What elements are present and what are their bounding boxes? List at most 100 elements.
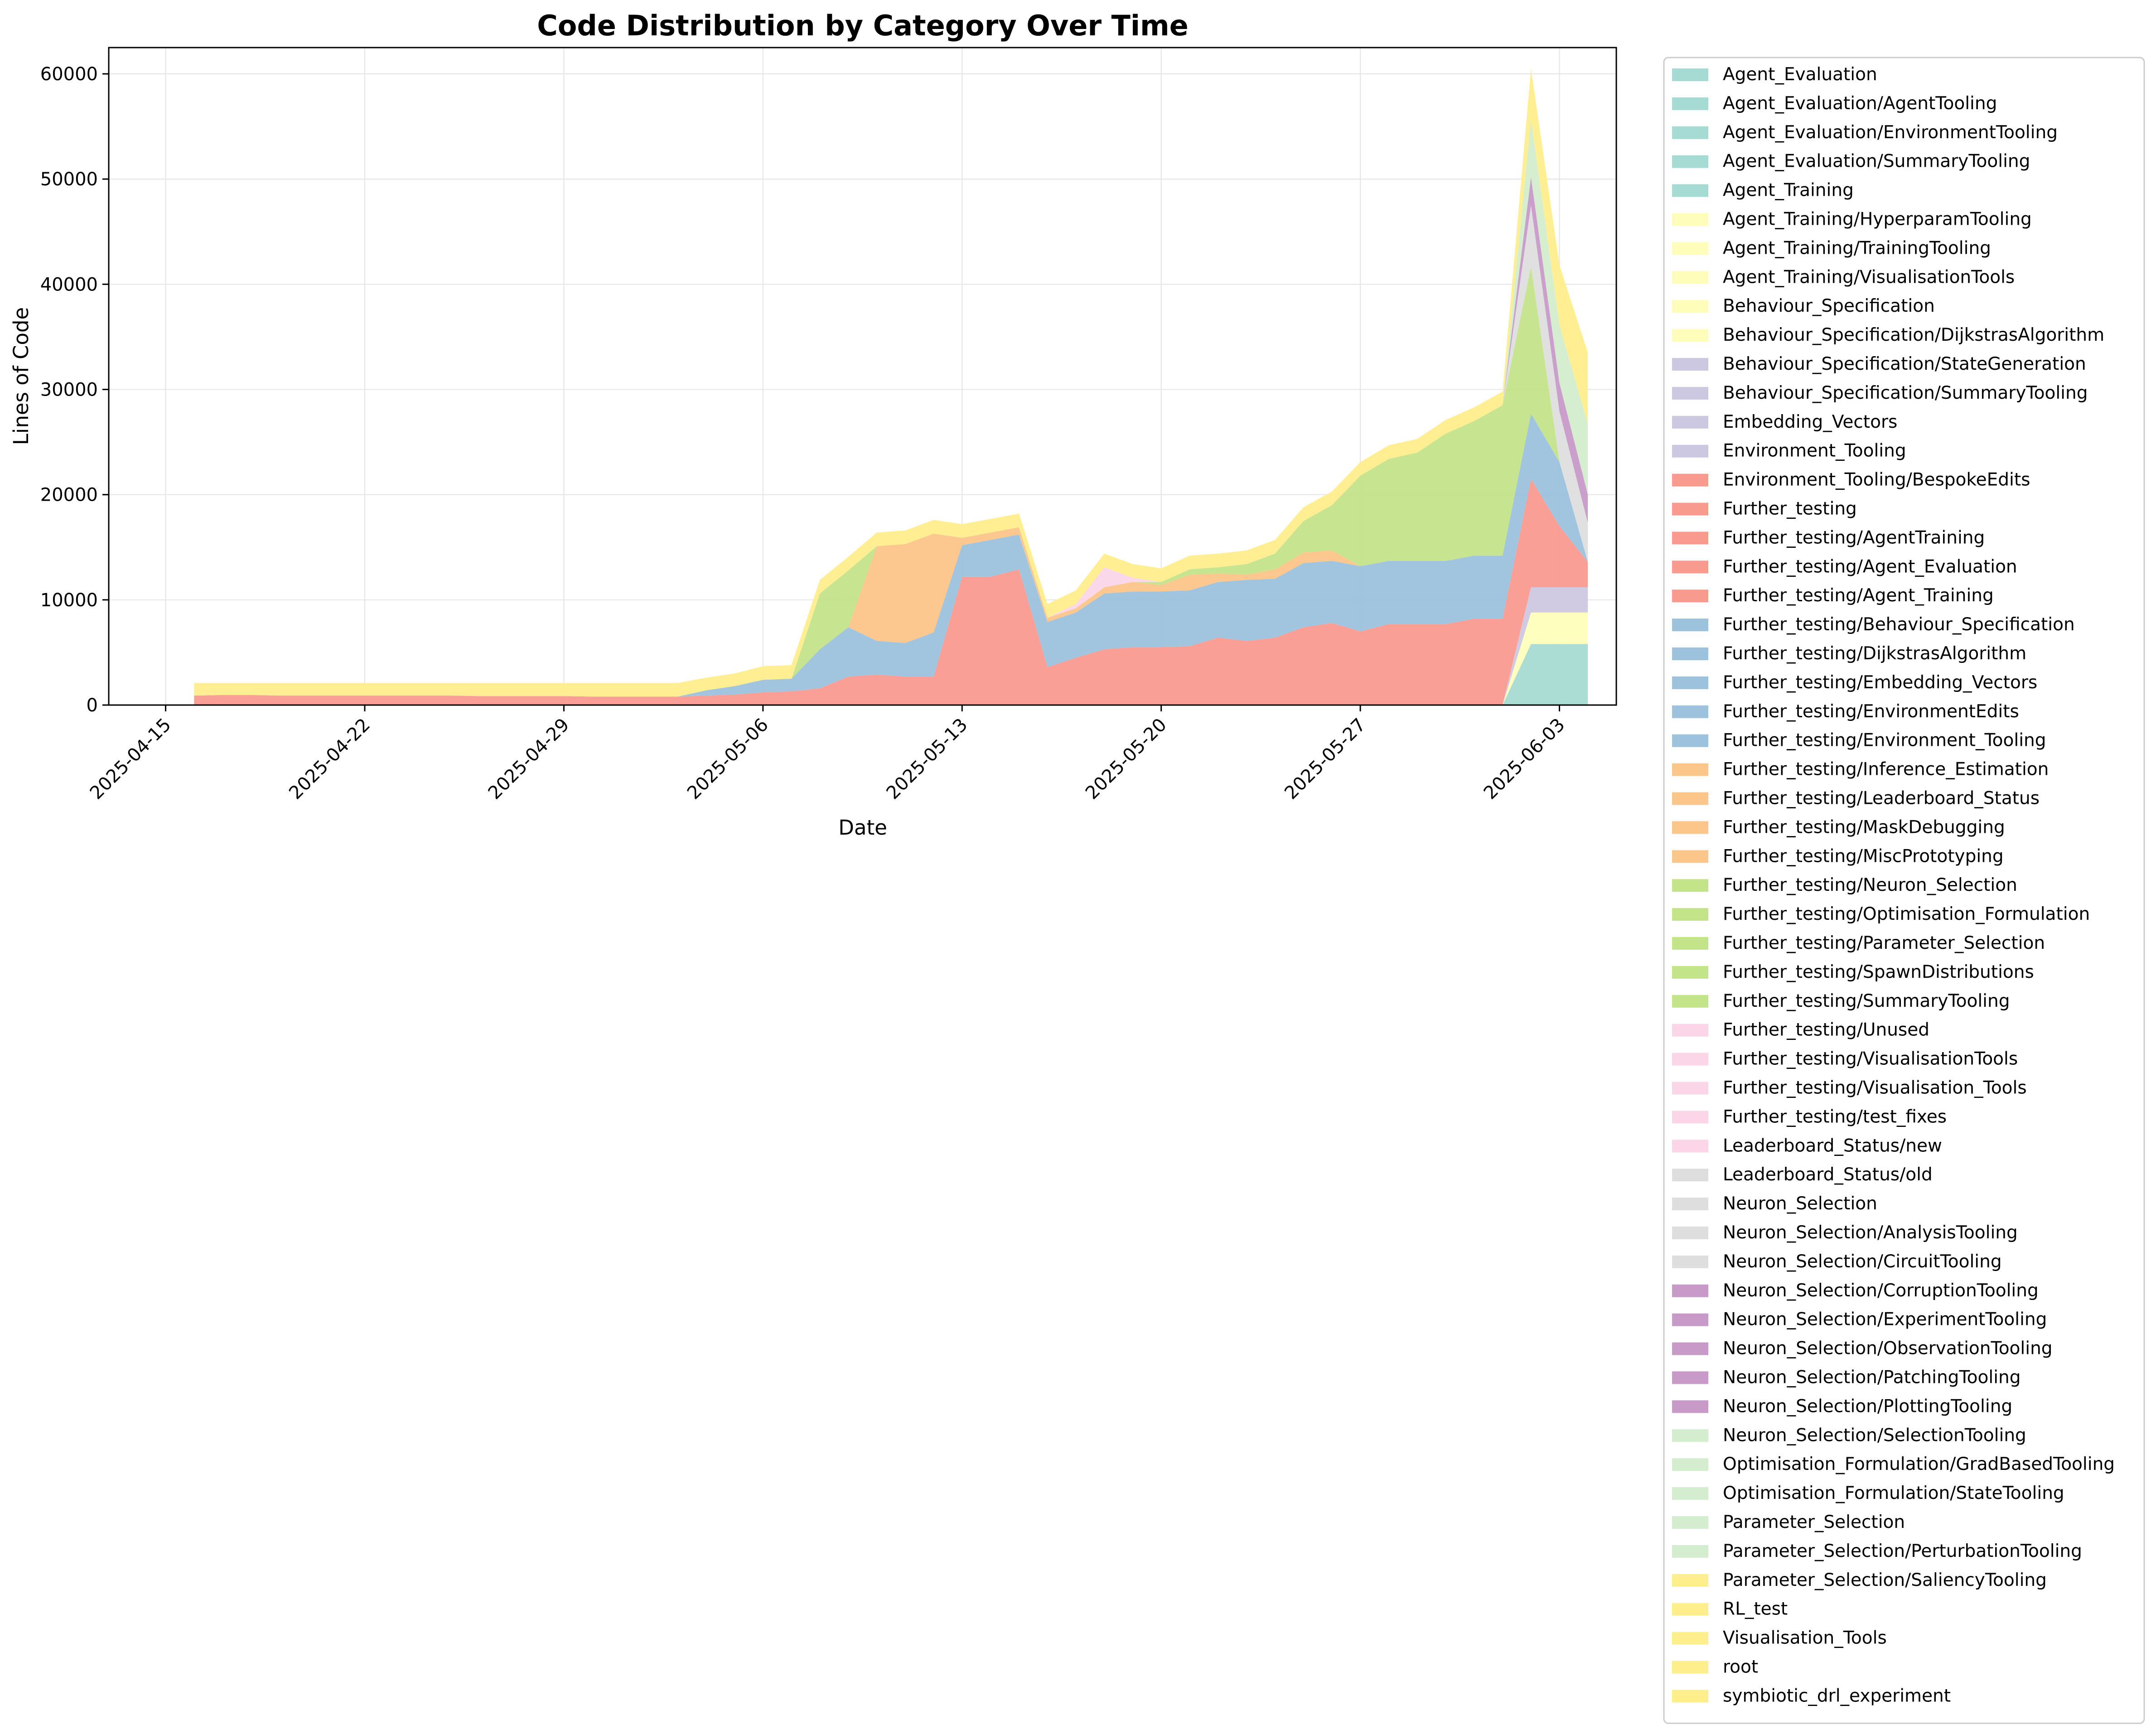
legend-label-33: Further_testing/Unused xyxy=(1723,1020,1929,1040)
legend-label-54: Visualisation_Tools xyxy=(1723,1628,1887,1648)
legend-swatch-56 xyxy=(1672,1690,1708,1703)
legend-swatch-0 xyxy=(1672,68,1708,81)
legend-label-8: Behaviour_Specification xyxy=(1723,296,1935,316)
legend-swatch-31 xyxy=(1672,966,1708,979)
legend-swatch-18 xyxy=(1672,589,1708,603)
legend-swatch-28 xyxy=(1672,879,1708,892)
legend-label-2: Agent_Evaluation/EnvironmentTooling xyxy=(1723,122,2058,143)
legend-swatch-55 xyxy=(1672,1661,1708,1674)
legend-swatch-30 xyxy=(1672,937,1708,950)
legend-swatch-26 xyxy=(1672,821,1708,834)
y-axis-label: Lines of Code xyxy=(9,307,33,445)
legend-swatch-25 xyxy=(1672,792,1708,805)
legend-label-47: Neuron_Selection/SelectionTooling xyxy=(1723,1425,2026,1445)
legend-label-5: Agent_Training/HyperparamTooling xyxy=(1723,209,2032,230)
legend-label-56: symbiotic_drl_experiment xyxy=(1723,1686,1951,1706)
legend-swatch-29 xyxy=(1672,908,1708,921)
legend-label-6: Agent_Training/TrainingTooling xyxy=(1723,238,1991,258)
legend-label-13: Environment_Tooling xyxy=(1723,441,1906,461)
legend-label-30: Further_testing/Parameter_Selection xyxy=(1723,933,2045,953)
legend-swatch-48 xyxy=(1672,1458,1708,1471)
legend-label-44: Neuron_Selection/ObservationTooling xyxy=(1723,1338,2053,1359)
y-axis: 0 10000 20000 30000 40000 50000 60000 xyxy=(40,64,109,716)
legend-swatch-6 xyxy=(1672,242,1708,255)
legend-label-11: Behaviour_Specification/SummaryTooling xyxy=(1723,383,2088,403)
legend-swatch-11 xyxy=(1672,387,1708,400)
legend-swatch-3 xyxy=(1672,155,1708,168)
legend-label-38: Leaderboard_Status/old xyxy=(1723,1164,1933,1185)
legend-label-23: Further_testing/Environment_Tooling xyxy=(1723,730,2046,751)
legend-label-22: Further_testing/EnvironmentEdits xyxy=(1723,701,2019,722)
legend-swatch-15 xyxy=(1672,503,1708,516)
plot-frame xyxy=(108,47,1617,706)
legend-swatch-8 xyxy=(1672,300,1708,313)
legend-swatch-17 xyxy=(1672,561,1708,574)
legend-swatch-9 xyxy=(1672,329,1708,342)
legend-label-55: root xyxy=(1723,1657,1758,1677)
legend-label-7: Agent_Training/VisualisationTools xyxy=(1723,267,2015,287)
legend-swatch-24 xyxy=(1672,763,1708,776)
legend-label-15: Further_testing xyxy=(1723,499,1857,519)
legend-label-52: Parameter_Selection/SaliencyTooling xyxy=(1723,1570,2047,1590)
legend-swatch-41 xyxy=(1672,1255,1708,1268)
area-band-3 xyxy=(194,478,1588,705)
legend-label-49: Optimisation_Formulation/StateTooling xyxy=(1723,1483,2064,1503)
legend-label-28: Further_testing/Neuron_Selection xyxy=(1723,875,2017,895)
legend-label-34: Further_testing/VisualisationTools xyxy=(1723,1049,2018,1069)
legend-swatch-22 xyxy=(1672,705,1708,718)
legend-swatch-40 xyxy=(1672,1227,1708,1239)
y-tick-label-4: 40000 xyxy=(40,274,98,295)
area-band-4 xyxy=(194,413,1588,697)
legend-label-29: Further_testing/Optimisation_Formulation xyxy=(1723,904,2090,924)
legend-label-42: Neuron_Selection/CorruptionTooling xyxy=(1723,1280,2039,1301)
legend-label-27: Further_testing/MiscPrototyping xyxy=(1723,846,2004,866)
legend-label-43: Neuron_Selection/ExperimentTooling xyxy=(1723,1309,2047,1330)
legend-label-0: Agent_Evaluation xyxy=(1723,64,1877,85)
legend-label-16: Further_testing/AgentTraining xyxy=(1723,527,1985,548)
legend-label-32: Further_testing/SummaryTooling xyxy=(1723,991,2010,1011)
legend-swatch-32 xyxy=(1672,995,1708,1008)
legend-label-3: Agent_Evaluation/SummaryTooling xyxy=(1723,151,2030,172)
legend: Agent_Evaluation Agent_Evaluation/AgentTo… xyxy=(1663,57,2145,1724)
legend-swatch-16 xyxy=(1672,532,1708,545)
legend-swatch-1 xyxy=(1672,97,1708,110)
legend-label-35: Further_testing/Visualisation_Tools xyxy=(1723,1078,2027,1098)
legend-swatch-49 xyxy=(1672,1487,1708,1500)
legend-swatch-23 xyxy=(1672,734,1708,747)
legend-swatch-36 xyxy=(1672,1111,1708,1124)
legend-swatch-27 xyxy=(1672,850,1708,863)
legend-label-14: Environment_Tooling/BespokeEdits xyxy=(1723,470,2030,490)
legend-label-45: Neuron_Selection/PatchingTooling xyxy=(1723,1367,2021,1388)
legend-swatch-33 xyxy=(1672,1024,1708,1037)
legend-label-50: Parameter_Selection xyxy=(1723,1512,1905,1532)
legend-label-18: Further_testing/Agent_Training xyxy=(1723,585,1994,606)
legend-label-40: Neuron_Selection/AnalysisTooling xyxy=(1723,1222,2018,1243)
chart-title: Code Distribution by Category Over Time xyxy=(537,9,1188,42)
y-tick-label-0: 0 xyxy=(87,695,98,716)
area-band-5 xyxy=(194,413,1588,697)
legend-swatch-43 xyxy=(1672,1313,1708,1326)
legend-swatch-12 xyxy=(1672,416,1708,429)
legend-label-10: Behaviour_Specification/StateGeneration xyxy=(1723,354,2086,374)
legend-label-36: Further_testing/test_fixes xyxy=(1723,1107,1947,1127)
legend-swatch-53 xyxy=(1672,1603,1708,1616)
y-tick-label-5: 50000 xyxy=(40,169,98,190)
legend-swatch-50 xyxy=(1672,1516,1708,1529)
legend-swatch-21 xyxy=(1672,676,1708,689)
legend-swatch-5 xyxy=(1672,213,1708,226)
legend-label-46: Neuron_Selection/PlottingTooling xyxy=(1723,1396,2012,1416)
legend-label-12: Embedding_Vectors xyxy=(1723,412,1897,432)
legend-swatch-20 xyxy=(1672,647,1708,660)
legend-label-31: Further_testing/SpawnDistributions xyxy=(1723,962,2034,982)
legend-swatch-14 xyxy=(1672,474,1708,487)
legend-label-17: Further_testing/Agent_Evaluation xyxy=(1723,556,2017,577)
legend-label-26: Further_testing/MaskDebugging xyxy=(1723,817,2005,837)
legend-swatch-37 xyxy=(1672,1140,1708,1153)
stacked-areas xyxy=(194,68,1588,705)
legend-label-19: Further_testing/Behaviour_Specification xyxy=(1723,614,2075,635)
y-tick-label-3: 30000 xyxy=(40,380,98,401)
legend-swatch-34 xyxy=(1672,1053,1708,1066)
legend-label-41: Neuron_Selection/CircuitTooling xyxy=(1723,1251,2002,1272)
legend-swatch-2 xyxy=(1672,126,1708,139)
